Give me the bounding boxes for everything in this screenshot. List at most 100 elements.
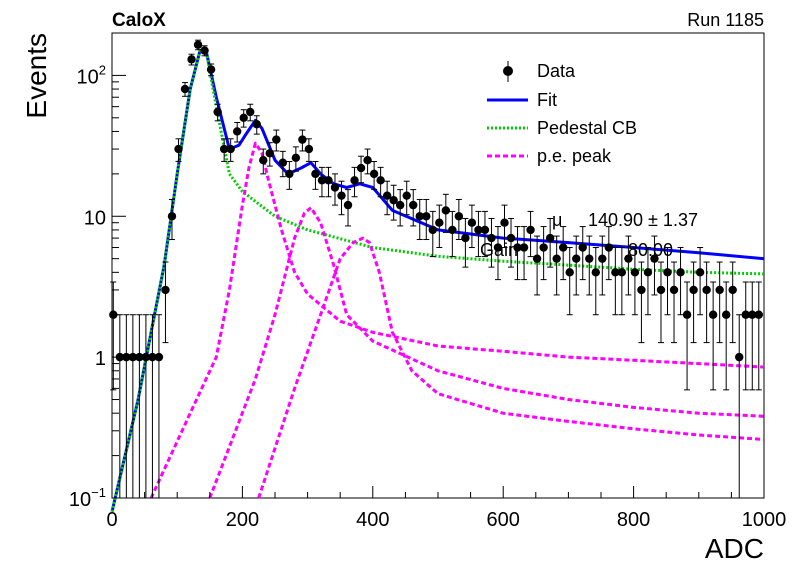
data-point	[174, 138, 183, 162]
y-tick-label-base-2: 10	[84, 207, 106, 229]
data-point	[708, 281, 718, 391]
data-point	[585, 235, 594, 296]
data-point	[656, 261, 666, 344]
data-point	[363, 148, 372, 175]
data-point	[682, 281, 692, 391]
legend-label-data: Data	[537, 61, 576, 81]
data-point	[624, 235, 633, 296]
data-point	[565, 247, 574, 316]
curve-p-e-peak-1	[149, 141, 765, 499]
data-point	[246, 103, 255, 122]
data-point	[135, 314, 144, 499]
data-point	[389, 184, 398, 221]
x-tick-label-0: 0	[106, 509, 117, 531]
data-point	[474, 210, 483, 258]
data-point	[467, 204, 477, 249]
data-point	[650, 235, 659, 296]
data-point	[513, 226, 522, 281]
data-point	[304, 138, 314, 162]
data-point	[572, 235, 581, 296]
data-point	[741, 281, 750, 391]
data-point	[122, 314, 131, 499]
data-point	[480, 210, 490, 258]
data-point	[487, 217, 496, 268]
data-point	[721, 281, 731, 391]
data-point	[109, 281, 118, 391]
data-point	[291, 146, 301, 172]
data-points	[109, 39, 763, 499]
data-point	[676, 247, 685, 316]
data-point	[754, 281, 763, 391]
legend: Data Fit Pedestal CB p.e. peak	[487, 61, 637, 166]
data-point	[239, 109, 248, 128]
y-tick-label-2: 10	[84, 207, 106, 229]
data-point	[200, 45, 209, 57]
data-point	[591, 247, 600, 316]
data-point	[148, 314, 157, 499]
data-point	[748, 281, 757, 391]
data-point	[161, 261, 170, 344]
data-point	[337, 180, 346, 216]
data-point	[128, 314, 138, 499]
data-point	[735, 314, 744, 499]
data-point	[154, 314, 164, 499]
data-point	[272, 129, 281, 152]
curve-p-e-peak-2	[208, 206, 765, 499]
data-point	[298, 129, 307, 152]
data-point	[715, 261, 724, 344]
data-point	[324, 166, 333, 198]
data-point	[226, 138, 235, 162]
x-axis-label: ADC	[705, 533, 764, 564]
data-point	[259, 148, 268, 175]
data-point	[558, 226, 568, 281]
data-point	[409, 189, 418, 227]
data-point	[285, 161, 294, 190]
fit-curves	[110, 49, 765, 513]
annotation-mu-value: 140.90 ± 1.37	[588, 210, 698, 230]
data-point	[402, 180, 411, 216]
legend-label-pe-peak: p.e. peak	[537, 146, 612, 166]
x-tick-label-3: 600	[487, 509, 520, 531]
data-point	[219, 138, 229, 162]
data-point	[461, 217, 470, 268]
data-point	[232, 121, 242, 143]
data-point	[669, 261, 679, 344]
data-point	[213, 103, 222, 122]
data-point	[435, 204, 444, 249]
data-point	[663, 247, 672, 316]
y-tick-label-1: 1	[95, 348, 106, 370]
data-point	[193, 39, 203, 51]
data-point	[630, 247, 640, 316]
data-point	[500, 204, 509, 249]
annotation-gain-label: Gain	[480, 240, 518, 260]
data-point	[441, 193, 451, 233]
title-right: Run 1185	[687, 10, 764, 30]
data-point	[689, 261, 698, 344]
x-tick-label-1: 200	[226, 509, 259, 531]
data-point	[643, 247, 653, 316]
annotation: μ 140.90 ± 1.37 Gain 80.00	[480, 210, 698, 260]
annotation-gain-value: 80.00	[628, 240, 673, 260]
data-point	[206, 63, 216, 77]
x-tick-label-4: 800	[617, 509, 650, 531]
title-left: CaloX	[112, 10, 166, 31]
data-point	[317, 166, 327, 198]
data-point	[141, 314, 151, 499]
data-point	[526, 210, 535, 258]
data-point	[350, 166, 359, 198]
data-point	[611, 247, 620, 316]
data-point	[356, 155, 366, 184]
y-axis-label: Events	[21, 33, 52, 119]
data-point	[395, 189, 405, 227]
data-point	[617, 247, 627, 316]
data-point	[167, 198, 177, 241]
data-point	[369, 161, 379, 190]
data-point	[604, 226, 614, 281]
y-tick-label-base-1: 1	[95, 348, 106, 370]
data-point	[695, 247, 705, 316]
data-point	[415, 198, 424, 241]
curve-pedestal-cb	[110, 49, 765, 513]
legend-label-fit: Fit	[537, 90, 557, 110]
